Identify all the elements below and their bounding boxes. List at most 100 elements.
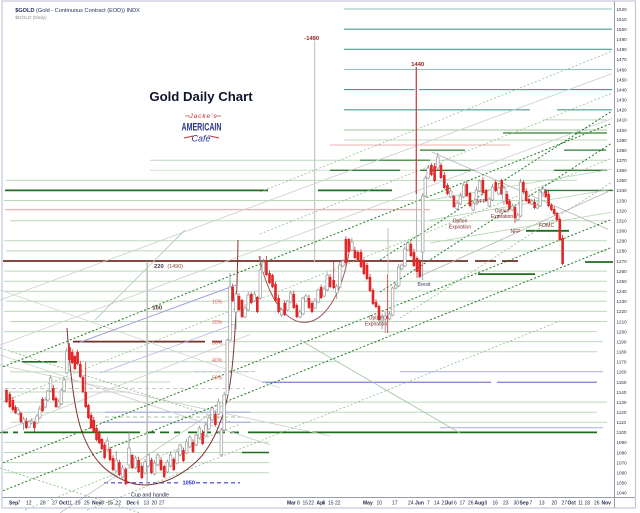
svg-text:1230: 1230 <box>617 299 628 304</box>
svg-text:20: 20 <box>552 501 558 507</box>
svg-text:1280: 1280 <box>617 249 628 254</box>
svg-text:1400: 1400 <box>617 128 628 133</box>
svg-text:1370: 1370 <box>617 158 628 163</box>
svg-text:20%: 20% <box>212 320 223 326</box>
svg-text:Café: Café <box>191 134 210 144</box>
svg-text:1440: 1440 <box>617 87 628 92</box>
svg-text:Brexit: Brexit <box>417 282 431 288</box>
svg-text:7: 7 <box>530 501 533 507</box>
svg-text:Expiration: Expiration <box>365 322 387 328</box>
svg-text:1340: 1340 <box>617 188 628 193</box>
svg-text:18: 18 <box>585 501 591 507</box>
svg-text:7: 7 <box>427 501 430 507</box>
svg-text:Jul: Jul <box>446 501 454 507</box>
svg-text:10: 10 <box>377 501 383 507</box>
svg-text:100: 100 <box>152 306 162 312</box>
svg-text:1500: 1500 <box>617 27 628 32</box>
svg-text:1100: 1100 <box>617 430 627 435</box>
svg-text:23: 23 <box>503 501 509 507</box>
svg-text:22: 22 <box>335 501 341 507</box>
svg-text:May: May <box>363 501 373 507</box>
svg-text:20: 20 <box>40 501 46 507</box>
svg-text:Option: Option <box>495 209 510 215</box>
svg-text:6: 6 <box>454 501 457 507</box>
svg-text:1360: 1360 <box>617 168 628 173</box>
svg-text:1390: 1390 <box>617 138 628 143</box>
svg-text:50%: 50% <box>212 376 223 382</box>
svg-text:1090: 1090 <box>617 440 628 445</box>
svg-text:1490: 1490 <box>617 37 628 42</box>
svg-text:1320: 1320 <box>617 208 628 213</box>
svg-text:27: 27 <box>52 501 58 507</box>
svg-text:1460: 1460 <box>617 67 628 72</box>
svg-text:1520: 1520 <box>617 7 628 12</box>
svg-text:22: 22 <box>116 501 122 507</box>
svg-text:1200: 1200 <box>617 329 628 334</box>
svg-text:1350: 1350 <box>617 178 628 183</box>
svg-text:1290: 1290 <box>617 239 628 244</box>
svg-text:22: 22 <box>309 501 315 507</box>
svg-text:AMERICAIN: AMERICAIN <box>182 122 222 134</box>
svg-text:6: 6 <box>137 501 140 507</box>
svg-text:Mar: Mar <box>287 501 296 507</box>
svg-text:$GOLD (Gold - Continuous Contr: $GOLD (Gold - Continuous Contract (EOD))… <box>15 8 140 14</box>
svg-text:25: 25 <box>84 501 90 507</box>
svg-text:$GOLD (Daily): $GOLD (Daily) <box>15 15 47 21</box>
svg-text:27: 27 <box>159 501 165 507</box>
svg-text:1420: 1420 <box>617 108 628 113</box>
svg-text:Option: Option <box>369 316 384 322</box>
svg-text:1470: 1470 <box>617 57 628 62</box>
svg-text:Gold Daily Chart: Gold Daily Chart <box>149 89 253 104</box>
svg-text:1260: 1260 <box>617 269 628 274</box>
svg-text:1240: 1240 <box>617 289 628 294</box>
svg-text:Aug: Aug <box>475 501 485 507</box>
svg-text:FOMC: FOMC <box>539 223 555 229</box>
svg-text:30: 30 <box>514 501 520 507</box>
svg-text:8: 8 <box>485 501 488 507</box>
svg-text:7: 7 <box>18 501 21 507</box>
svg-text:Option: Option <box>453 219 468 225</box>
svg-text:1310: 1310 <box>617 219 628 224</box>
svg-text:15: 15 <box>303 501 309 507</box>
svg-text:40%: 40% <box>212 358 223 364</box>
svg-text:5: 5 <box>323 501 326 507</box>
svg-text:1160: 1160 <box>617 370 627 375</box>
svg-text:1210: 1210 <box>617 319 628 324</box>
svg-text:1380: 1380 <box>617 148 628 153</box>
svg-text:1120: 1120 <box>617 410 627 415</box>
svg-text:NFP: NFP <box>511 229 522 235</box>
svg-text:1130: 1130 <box>617 400 627 405</box>
svg-text:Expiration: Expiration <box>449 225 471 231</box>
svg-text:1140: 1140 <box>617 390 627 395</box>
svg-text:20: 20 <box>152 501 158 507</box>
svg-text:1150: 1150 <box>617 380 627 385</box>
svg-text:1050: 1050 <box>183 481 195 487</box>
svg-text:26: 26 <box>594 501 600 507</box>
svg-text:Sep: Sep <box>9 501 18 507</box>
svg-text:Cup and handle: Cup and handle <box>131 493 169 499</box>
svg-text:11: 11 <box>578 501 583 507</box>
svg-text:1060: 1060 <box>617 471 628 476</box>
svg-text:1080: 1080 <box>617 450 628 455</box>
svg-text:11: 11 <box>67 501 72 507</box>
svg-text:15: 15 <box>108 501 114 507</box>
svg-text:27: 27 <box>562 501 568 507</box>
svg-text:-1490: -1490 <box>304 36 319 42</box>
svg-text:8: 8 <box>101 501 104 507</box>
svg-text:1050: 1050 <box>617 481 628 486</box>
svg-text:1440: 1440 <box>411 62 424 68</box>
svg-text:Jun: Jun <box>415 501 424 507</box>
svg-text:Apr: Apr <box>317 501 326 507</box>
svg-text:1110: 1110 <box>617 420 627 425</box>
svg-text:17: 17 <box>392 501 398 507</box>
svg-text:10%: 10% <box>212 300 223 306</box>
svg-text:Nov: Nov <box>602 501 612 507</box>
svg-text:1270: 1270 <box>617 259 628 264</box>
svg-text:Dec: Dec <box>127 501 136 507</box>
svg-text:Expiration: Expiration <box>491 214 513 220</box>
svg-text:24: 24 <box>408 501 414 507</box>
svg-text:26: 26 <box>468 501 474 507</box>
svg-text:1450: 1450 <box>617 77 628 82</box>
svg-text:Nov: Nov <box>92 501 102 507</box>
svg-text:16: 16 <box>493 501 499 507</box>
